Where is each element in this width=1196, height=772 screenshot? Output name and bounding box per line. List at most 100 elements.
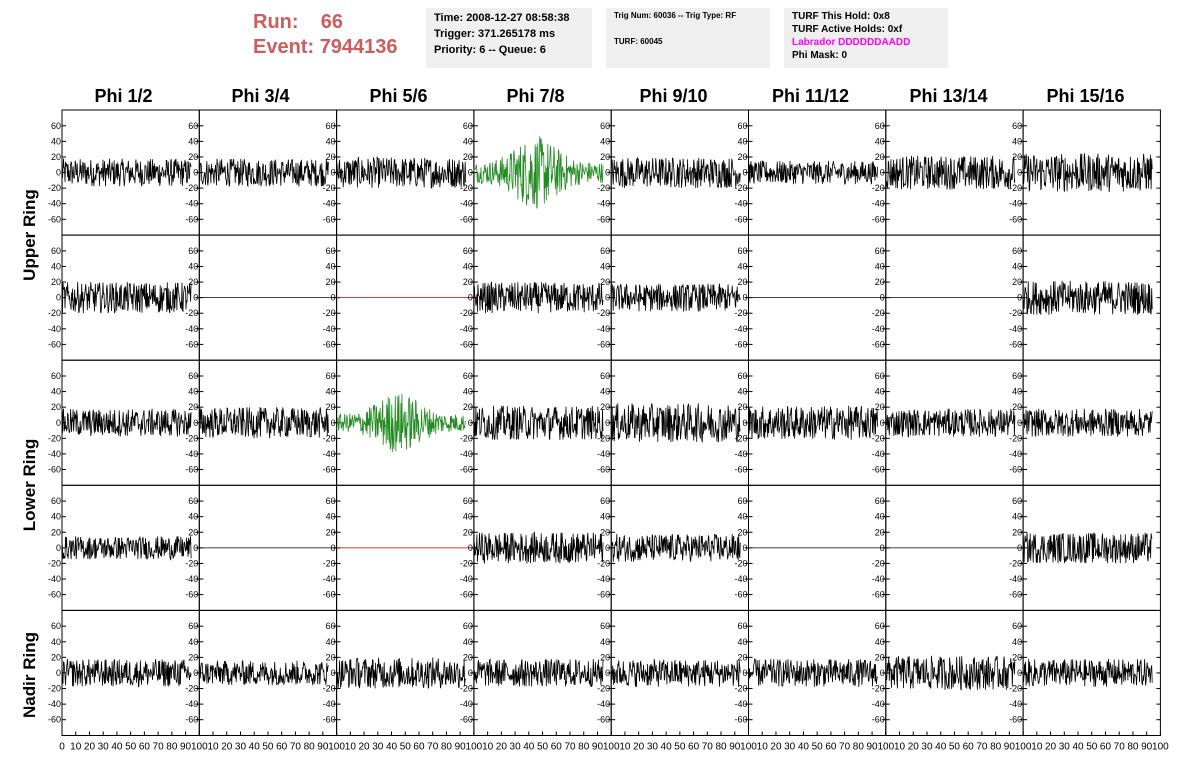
y-tick-label: 60	[51, 621, 61, 631]
y-tick-label: 0	[1017, 418, 1022, 428]
y-tick-label: 60	[326, 496, 336, 506]
y-tick-label: 20	[1012, 527, 1022, 537]
y-tick-label: 40	[737, 136, 747, 146]
x-tick-label: 40	[386, 742, 398, 753]
x-tick-label: 80	[166, 742, 178, 753]
x-tick-label: 60	[1100, 742, 1112, 753]
y-tick-label: 0	[742, 418, 747, 428]
y-tick-label: 0	[605, 418, 610, 428]
y-tick-label: -60	[872, 715, 885, 725]
waveform-trace	[748, 658, 878, 687]
y-tick-label: -20	[185, 183, 198, 193]
x-tick-label: 30	[784, 742, 796, 753]
x-tick-label: 80	[990, 742, 1002, 753]
y-tick-label: 40	[463, 512, 473, 522]
y-tick-label: 40	[51, 136, 61, 146]
x-tick-label: 0	[59, 742, 65, 753]
waveform-trace	[473, 405, 604, 440]
y-tick-label: 0	[331, 168, 336, 178]
x-tick-label: 10	[619, 742, 631, 753]
y-tick-label: -60	[323, 590, 336, 600]
y-tick-label: 0	[880, 418, 885, 428]
waveform-trace	[610, 533, 741, 562]
y-tick-label: 40	[1012, 512, 1022, 522]
x-tick-label: 100	[603, 742, 620, 753]
y-tick-label: -20	[460, 308, 473, 318]
y-tick-label: -40	[460, 199, 473, 209]
x-tick-label: 20	[221, 742, 233, 753]
y-tick-label: -60	[597, 339, 610, 349]
time-info-box: Time: 2008-12-27 08:58:38 Trigger: 371.2…	[426, 8, 592, 68]
x-tick-label: 90	[592, 742, 604, 753]
y-tick-label: 40	[188, 136, 198, 146]
y-tick-label: -60	[460, 339, 473, 349]
x-tick-label: 60	[139, 742, 151, 753]
y-tick-label: -40	[734, 199, 747, 209]
x-tick-label: 50	[400, 742, 412, 753]
y-tick-label: 40	[875, 261, 885, 271]
y-tick-label: 20	[600, 152, 610, 162]
y-tick-label: -20	[185, 684, 198, 694]
x-tick-label: 100	[191, 742, 208, 753]
y-tick-label: -60	[323, 339, 336, 349]
waveform-trace	[748, 159, 878, 185]
y-tick-label: 20	[463, 152, 473, 162]
y-tick-label: 20	[600, 402, 610, 412]
x-tick-label: 60	[413, 742, 425, 753]
y-tick-label: -60	[1009, 715, 1022, 725]
y-tick-label: 20	[875, 652, 885, 662]
y-tick-label: 0	[880, 168, 885, 178]
x-tick-label: 20	[1045, 742, 1057, 753]
y-tick-label: 0	[56, 293, 61, 303]
y-tick-label: 40	[326, 387, 336, 397]
trigger-text: Trigger: 371.265178 ms	[434, 28, 556, 40]
y-tick-label: 60	[188, 496, 198, 506]
y-tick-label: -20	[48, 684, 61, 694]
x-tick-label: 50	[812, 742, 824, 753]
y-tick-label: -60	[48, 465, 61, 475]
y-tick-label: 20	[326, 277, 336, 287]
y-tick-label: 40	[188, 261, 198, 271]
y-tick-label: 20	[875, 527, 885, 537]
y-tick-label: 20	[1012, 652, 1022, 662]
waveform-trace	[198, 660, 329, 686]
y-tick-label: 20	[737, 152, 747, 162]
y-tick-label: 40	[600, 512, 610, 522]
y-tick-label: -40	[323, 324, 336, 334]
y-tick-label: 0	[331, 543, 336, 553]
y-tick-label: 0	[193, 168, 198, 178]
y-tick-label: 60	[51, 496, 61, 506]
x-tick-label: 60	[551, 742, 563, 753]
x-tick-label: 10	[757, 742, 769, 753]
y-tick-label: 0	[880, 293, 885, 303]
y-tick-label: -60	[734, 214, 747, 224]
waveform-trace	[61, 282, 192, 314]
y-tick-label: -60	[734, 339, 747, 349]
x-tick-label: 40	[1072, 742, 1084, 753]
y-tick-label: 60	[875, 496, 885, 506]
y-tick-label: -20	[1009, 684, 1022, 694]
y-tick-label: 60	[326, 121, 336, 131]
y-tick-label: -40	[872, 699, 885, 709]
panel-frame	[610, 234, 750, 361]
y-tick-label: 40	[326, 512, 336, 522]
event-value: 7944136	[319, 36, 398, 58]
y-tick-label: 0	[193, 418, 198, 428]
y-tick-label: 20	[326, 527, 336, 537]
x-tick-label: 20	[908, 742, 920, 753]
waveform-trace	[336, 156, 467, 189]
x-tick-label: 100	[877, 742, 894, 753]
y-tick-label: -20	[323, 558, 336, 568]
x-tick-label: 10	[894, 742, 906, 753]
y-tick-label: 60	[188, 246, 198, 256]
y-tick-label: -40	[48, 324, 61, 334]
y-tick-label: 20	[188, 152, 198, 162]
y-tick-label: 60	[737, 121, 747, 131]
y-tick-label: 60	[188, 621, 198, 631]
y-tick-label: -40	[734, 699, 747, 709]
y-tick-label: -20	[48, 308, 61, 318]
x-tick-label: 100	[1015, 742, 1032, 753]
y-tick-label: -20	[48, 183, 61, 193]
y-tick-label: 60	[326, 621, 336, 631]
waveform-trace	[885, 155, 1016, 190]
